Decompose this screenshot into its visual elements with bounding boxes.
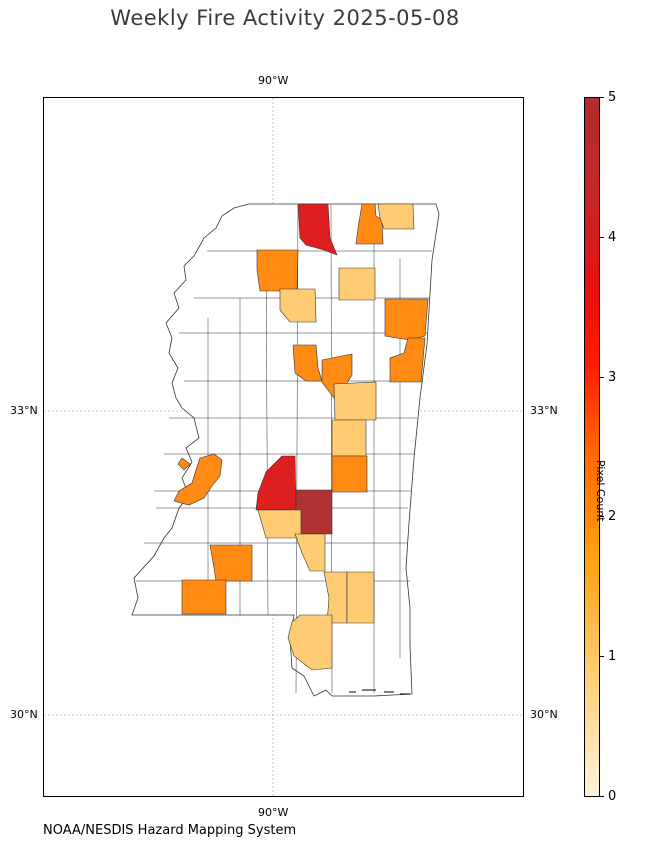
county-value-1-southeast [323,571,348,624]
colorbar-label-3: 3 [608,370,617,385]
colorbar [584,97,600,797]
colorbar-label-2: 2 [608,509,617,524]
colorbar-tick-0 [600,796,604,797]
map-frame [43,97,524,797]
county-value-1-northeast-corner [377,203,415,230]
source-note: NOAA/NESDIS Hazard Mapping System [43,823,297,838]
county-value-1-east-central [331,419,367,457]
colorbar-tick-5 [600,97,604,98]
county-value-2-western-river [173,453,223,506]
lon-label-top: 90°W [258,74,289,87]
county-value-1-southeast-right [346,571,375,624]
lat-label-30n-right: 30°N [530,708,558,721]
county-value-2-east-upper [384,298,429,341]
county-value-2-northeast [355,203,384,245]
colorbar-label-1: 1 [608,649,617,664]
fire-counties [173,203,429,671]
colorbar-tick-4 [600,237,604,238]
county-value-5-central [295,489,333,535]
lat-label-33n-right: 33°N [530,404,558,417]
county-value-1-north-central-east [338,267,376,301]
colorbar-label-5: 5 [608,90,617,105]
county-value-1-central-east [333,381,377,421]
lon-label-bottom: 90°W [258,806,289,819]
county-value-2-southwest-corner [181,579,227,615]
colorbar-label-4: 4 [608,230,617,245]
county-value-2-east-middle [389,337,426,383]
map-title: Weekly Fire Activity 2025-05-08 [110,6,460,30]
colorbar-label-0: 0 [608,789,617,804]
county-value-2-northwest [256,249,299,292]
county-value-2-southwest [209,544,253,582]
county-value-1-north-central [279,288,317,323]
county-value-2-east-central-lower [331,455,368,493]
colorbar-tick-3 [600,377,604,378]
county-value-1-south-coastal [287,614,333,671]
coastal-islands [349,689,410,695]
lat-label-30n-left: 30°N [10,708,38,721]
map-svg [44,98,523,796]
county-value-4-north [297,203,338,256]
colorbar-tick-1 [600,656,604,657]
colorbar-title: Pixel Count [594,460,607,522]
lat-label-33n-left: 33°N [10,404,38,417]
colorbar-tick-2 [600,516,604,517]
county-value-1-south-central-lower [294,533,326,572]
